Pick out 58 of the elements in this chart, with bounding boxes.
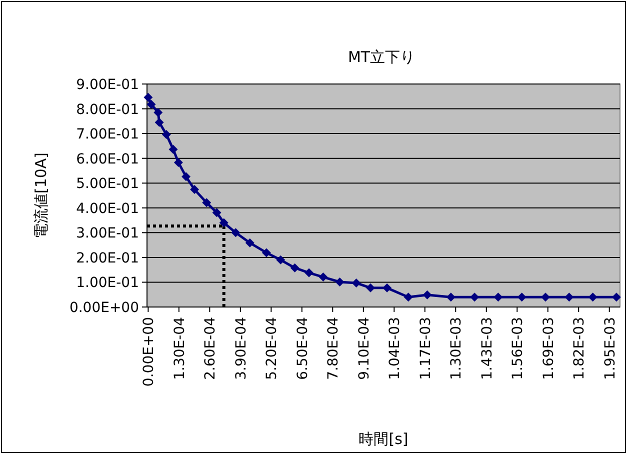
point — [335, 277, 344, 286]
point — [245, 238, 254, 248]
chart-title: MT立下り — [348, 48, 416, 66]
x-tick-label: 1.56E-03 — [510, 317, 526, 380]
point — [276, 255, 286, 264]
point — [382, 283, 392, 292]
y-tick-label: 3.00E-01 — [76, 226, 139, 242]
point — [366, 283, 375, 292]
x-tick-label: 1.82E-03 — [572, 317, 588, 380]
point — [168, 144, 178, 154]
point — [146, 100, 156, 109]
point — [174, 158, 183, 168]
point — [494, 292, 503, 302]
point — [154, 108, 163, 117]
y-tick-label: 5.00E-01 — [76, 176, 139, 192]
y-tick-label: 2.00E-01 — [76, 250, 139, 266]
x-tick-label: 6.50E-04 — [294, 316, 311, 380]
point — [154, 118, 164, 127]
point — [231, 228, 240, 238]
x-tick-label: 9.10E-04 — [356, 316, 372, 380]
point — [304, 268, 314, 278]
point — [564, 292, 574, 302]
x-tick-label: 1.95E-03 — [602, 317, 618, 380]
x-tick-label: 1.04E-03 — [387, 317, 404, 380]
point — [190, 185, 200, 194]
point — [144, 92, 153, 102]
x-tick-label: 1.43E-03 — [479, 317, 496, 380]
x-axis-title: 時間[s] — [358, 430, 408, 448]
point — [202, 198, 212, 208]
point — [404, 292, 413, 302]
point — [290, 263, 300, 272]
point — [422, 290, 432, 300]
y-axis-title: 電流値[10A] — [32, 152, 50, 239]
point — [162, 130, 171, 140]
x-tick-label: 1.17E-03 — [418, 317, 434, 380]
x-tick-label: 7.80E-04 — [326, 316, 342, 380]
point — [219, 218, 228, 228]
point — [318, 272, 328, 282]
x-tick-label: 1.30E-03 — [448, 317, 465, 380]
x-tick-label: 1.30E-04 — [172, 316, 188, 380]
point — [212, 208, 222, 218]
x-tick-label: 1.69E-03 — [540, 317, 557, 380]
y-tick-label: 4.00E-01 — [76, 200, 139, 217]
y-tick-label: 6.00E-01 — [76, 151, 139, 168]
y-tick-label: 9.00E-01 — [76, 77, 139, 93]
y-tick-label: 0.00E+00 — [69, 300, 139, 316]
x-tick-label: 5.20E-04 — [264, 316, 280, 380]
point — [262, 248, 271, 258]
point — [352, 278, 361, 288]
y-tick-label: 8.00E-01 — [76, 102, 139, 118]
x-tick-label: 3.90E-04 — [233, 316, 250, 380]
y-tick-label: 7.00E-01 — [76, 126, 139, 143]
point — [446, 292, 456, 302]
x-tick-label: 2.60E-04 — [202, 316, 219, 380]
point — [517, 292, 526, 302]
point — [588, 292, 598, 302]
y-tick-label: 1.00E-01 — [76, 275, 139, 292]
point — [182, 172, 191, 182]
